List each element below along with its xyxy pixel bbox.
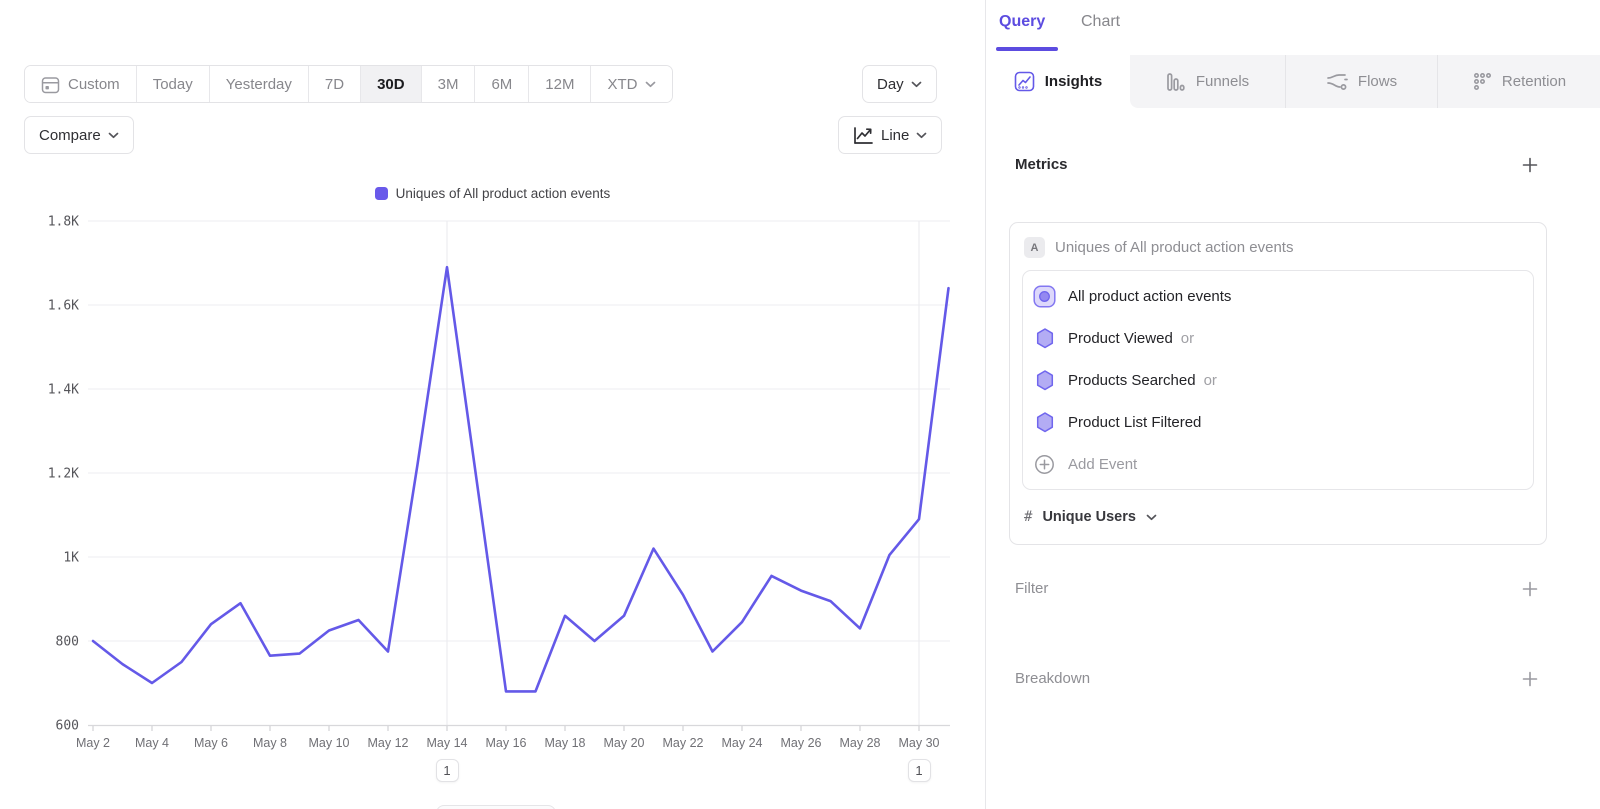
metric-card-header[interactable]: A Uniques of All product action events <box>1010 223 1546 266</box>
query-panel: Query Chart Insights <box>985 0 1600 809</box>
metrics-heading: Metrics <box>1015 156 1068 173</box>
plus-circle-icon <box>1033 453 1056 476</box>
svg-text:May 4: May 4 <box>135 736 169 750</box>
range-12m[interactable]: 12M <box>529 66 592 102</box>
hexagon-icon <box>1033 327 1056 350</box>
event-row[interactable]: Product List Filtered <box>1023 401 1533 443</box>
range-7d[interactable]: 7D <box>308 66 362 102</box>
svg-text:1K: 1K <box>63 551 79 566</box>
active-tab-underline <box>996 47 1058 51</box>
range-3m[interactable]: 3M <box>421 66 476 102</box>
range-today[interactable]: Today <box>136 66 210 102</box>
view-tabs: Query Chart <box>986 0 1600 55</box>
event-row[interactable]: Products Searched or <box>1023 359 1533 401</box>
hexagon-icon <box>1033 411 1056 434</box>
svg-text:May 12: May 12 <box>368 736 409 750</box>
chart-legend: Uniques of All product action events <box>0 186 985 201</box>
svg-text:May 18: May 18 <box>545 736 586 750</box>
range-yesterday[interactable]: Yesterday <box>209 66 309 102</box>
filter-heading: Filter <box>1015 580 1049 597</box>
funnels-icon <box>1166 72 1186 92</box>
tab-insights-label: Insights <box>1044 73 1103 90</box>
svg-text:1.8K: 1.8K <box>48 215 79 230</box>
granularity-button[interactable]: Day <box>862 65 937 103</box>
svg-text:1.2K: 1.2K <box>48 467 79 482</box>
flows-icon <box>1326 72 1348 92</box>
svg-text:May 28: May 28 <box>840 736 881 750</box>
tab-retention-label: Retention <box>1501 73 1567 90</box>
add-breakdown-button[interactable] <box>1522 671 1538 687</box>
svg-text:May 16: May 16 <box>486 736 527 750</box>
svg-text:May 26: May 26 <box>781 736 822 750</box>
series-line <box>91 265 950 693</box>
svg-text:May 20: May 20 <box>604 736 645 750</box>
date-range-group: Custom Today Yesterday 7D 30D 3M 6M 12M XTD <box>24 65 674 103</box>
retention-icon <box>1473 72 1492 91</box>
hash-icon: # <box>1024 509 1033 525</box>
partial-popover-edge <box>436 805 556 809</box>
tab-funnels[interactable]: Funnels <box>1130 55 1286 108</box>
report-tabs: Insights Funnels <box>986 55 1600 108</box>
compare-label: Compare <box>39 126 101 144</box>
legend-swatch <box>374 187 388 200</box>
line-chart-icon <box>853 126 874 145</box>
tab-chart[interactable]: Chart <box>1081 13 1121 30</box>
chevron-down-icon <box>108 132 119 139</box>
add-event-button[interactable]: Add Event <box>1023 443 1533 485</box>
breakdown-heading: Breakdown <box>1015 670 1091 687</box>
annotation-badge[interactable]: 1 <box>907 759 931 782</box>
tab-insights[interactable]: Insights <box>986 55 1130 108</box>
metric-card: A Uniques of All product action events A… <box>1009 222 1547 545</box>
annotation-badge[interactable]: 1 <box>435 759 459 782</box>
event-list: All product action events Product Viewed o… <box>1022 270 1534 490</box>
svg-text:May 8: May 8 <box>253 736 287 750</box>
tab-flows-label: Flows <box>1357 73 1398 90</box>
add-metric-button[interactable] <box>1522 157 1538 173</box>
event-row[interactable]: Product Viewed or <box>1023 317 1533 359</box>
tab-flows[interactable]: Flows <box>1286 55 1438 108</box>
event-row[interactable]: All product action events <box>1023 275 1533 317</box>
range-30d[interactable]: 30D <box>361 66 422 102</box>
chart-type-label: Line <box>881 126 910 144</box>
all-events-icon <box>1033 284 1056 308</box>
line-chart-svg: 600 800 1K 1.2K 1.4K 1.6K 1.8K May 2 May 4 May 6 M… <box>48 215 950 750</box>
calendar-icon <box>41 75 60 94</box>
hexagon-icon <box>1033 369 1056 392</box>
compare-button[interactable]: Compare <box>24 116 134 154</box>
metric-card-title: Uniques of All product action events <box>1055 239 1294 256</box>
insights-icon <box>1014 71 1035 92</box>
granularity-label: Day <box>877 75 904 93</box>
line-chart[interactable]: 600 800 1K 1.2K 1.4K 1.6K 1.8K May 2 May 4 May 6 M… <box>0 0 985 809</box>
svg-text:May 22: May 22 <box>663 736 704 750</box>
tab-retention[interactable]: Retention <box>1438 55 1600 108</box>
chart-pane: Custom Today Yesterday 7D 30D 3M 6M 12M XTD Day … <box>0 0 985 809</box>
svg-text:May 24: May 24 <box>722 736 763 750</box>
chevron-down-icon <box>916 132 927 139</box>
legend-label: Uniques of All product action events <box>395 186 611 201</box>
add-filter-button[interactable] <box>1522 581 1538 597</box>
svg-text:May 6: May 6 <box>194 736 228 750</box>
svg-text:1.4K: 1.4K <box>48 383 79 398</box>
svg-text:800: 800 <box>56 635 79 650</box>
svg-text:600: 600 <box>56 719 79 734</box>
measurement-selector[interactable]: # Unique Users <box>1010 490 1546 544</box>
chevron-down-icon <box>645 81 656 88</box>
range-6m[interactable]: 6M <box>475 66 530 102</box>
chevron-down-icon <box>1146 514 1157 521</box>
svg-text:May 14: May 14 <box>427 736 468 750</box>
svg-text:May 30: May 30 <box>899 736 940 750</box>
tab-funnels-label: Funnels <box>1195 73 1250 90</box>
chevron-down-icon <box>911 81 922 88</box>
chart-type-button[interactable]: Line <box>838 116 943 154</box>
svg-text:May 2: May 2 <box>76 736 110 750</box>
measurement-label: Unique Users <box>1042 509 1136 525</box>
range-custom[interactable]: Custom <box>25 66 137 102</box>
svg-text:May 10: May 10 <box>309 736 350 750</box>
svg-text:1.6K: 1.6K <box>48 299 79 314</box>
tab-query[interactable]: Query <box>999 13 1046 30</box>
range-xtd[interactable]: XTD <box>591 66 673 102</box>
metric-series-badge: A <box>1024 237 1045 258</box>
